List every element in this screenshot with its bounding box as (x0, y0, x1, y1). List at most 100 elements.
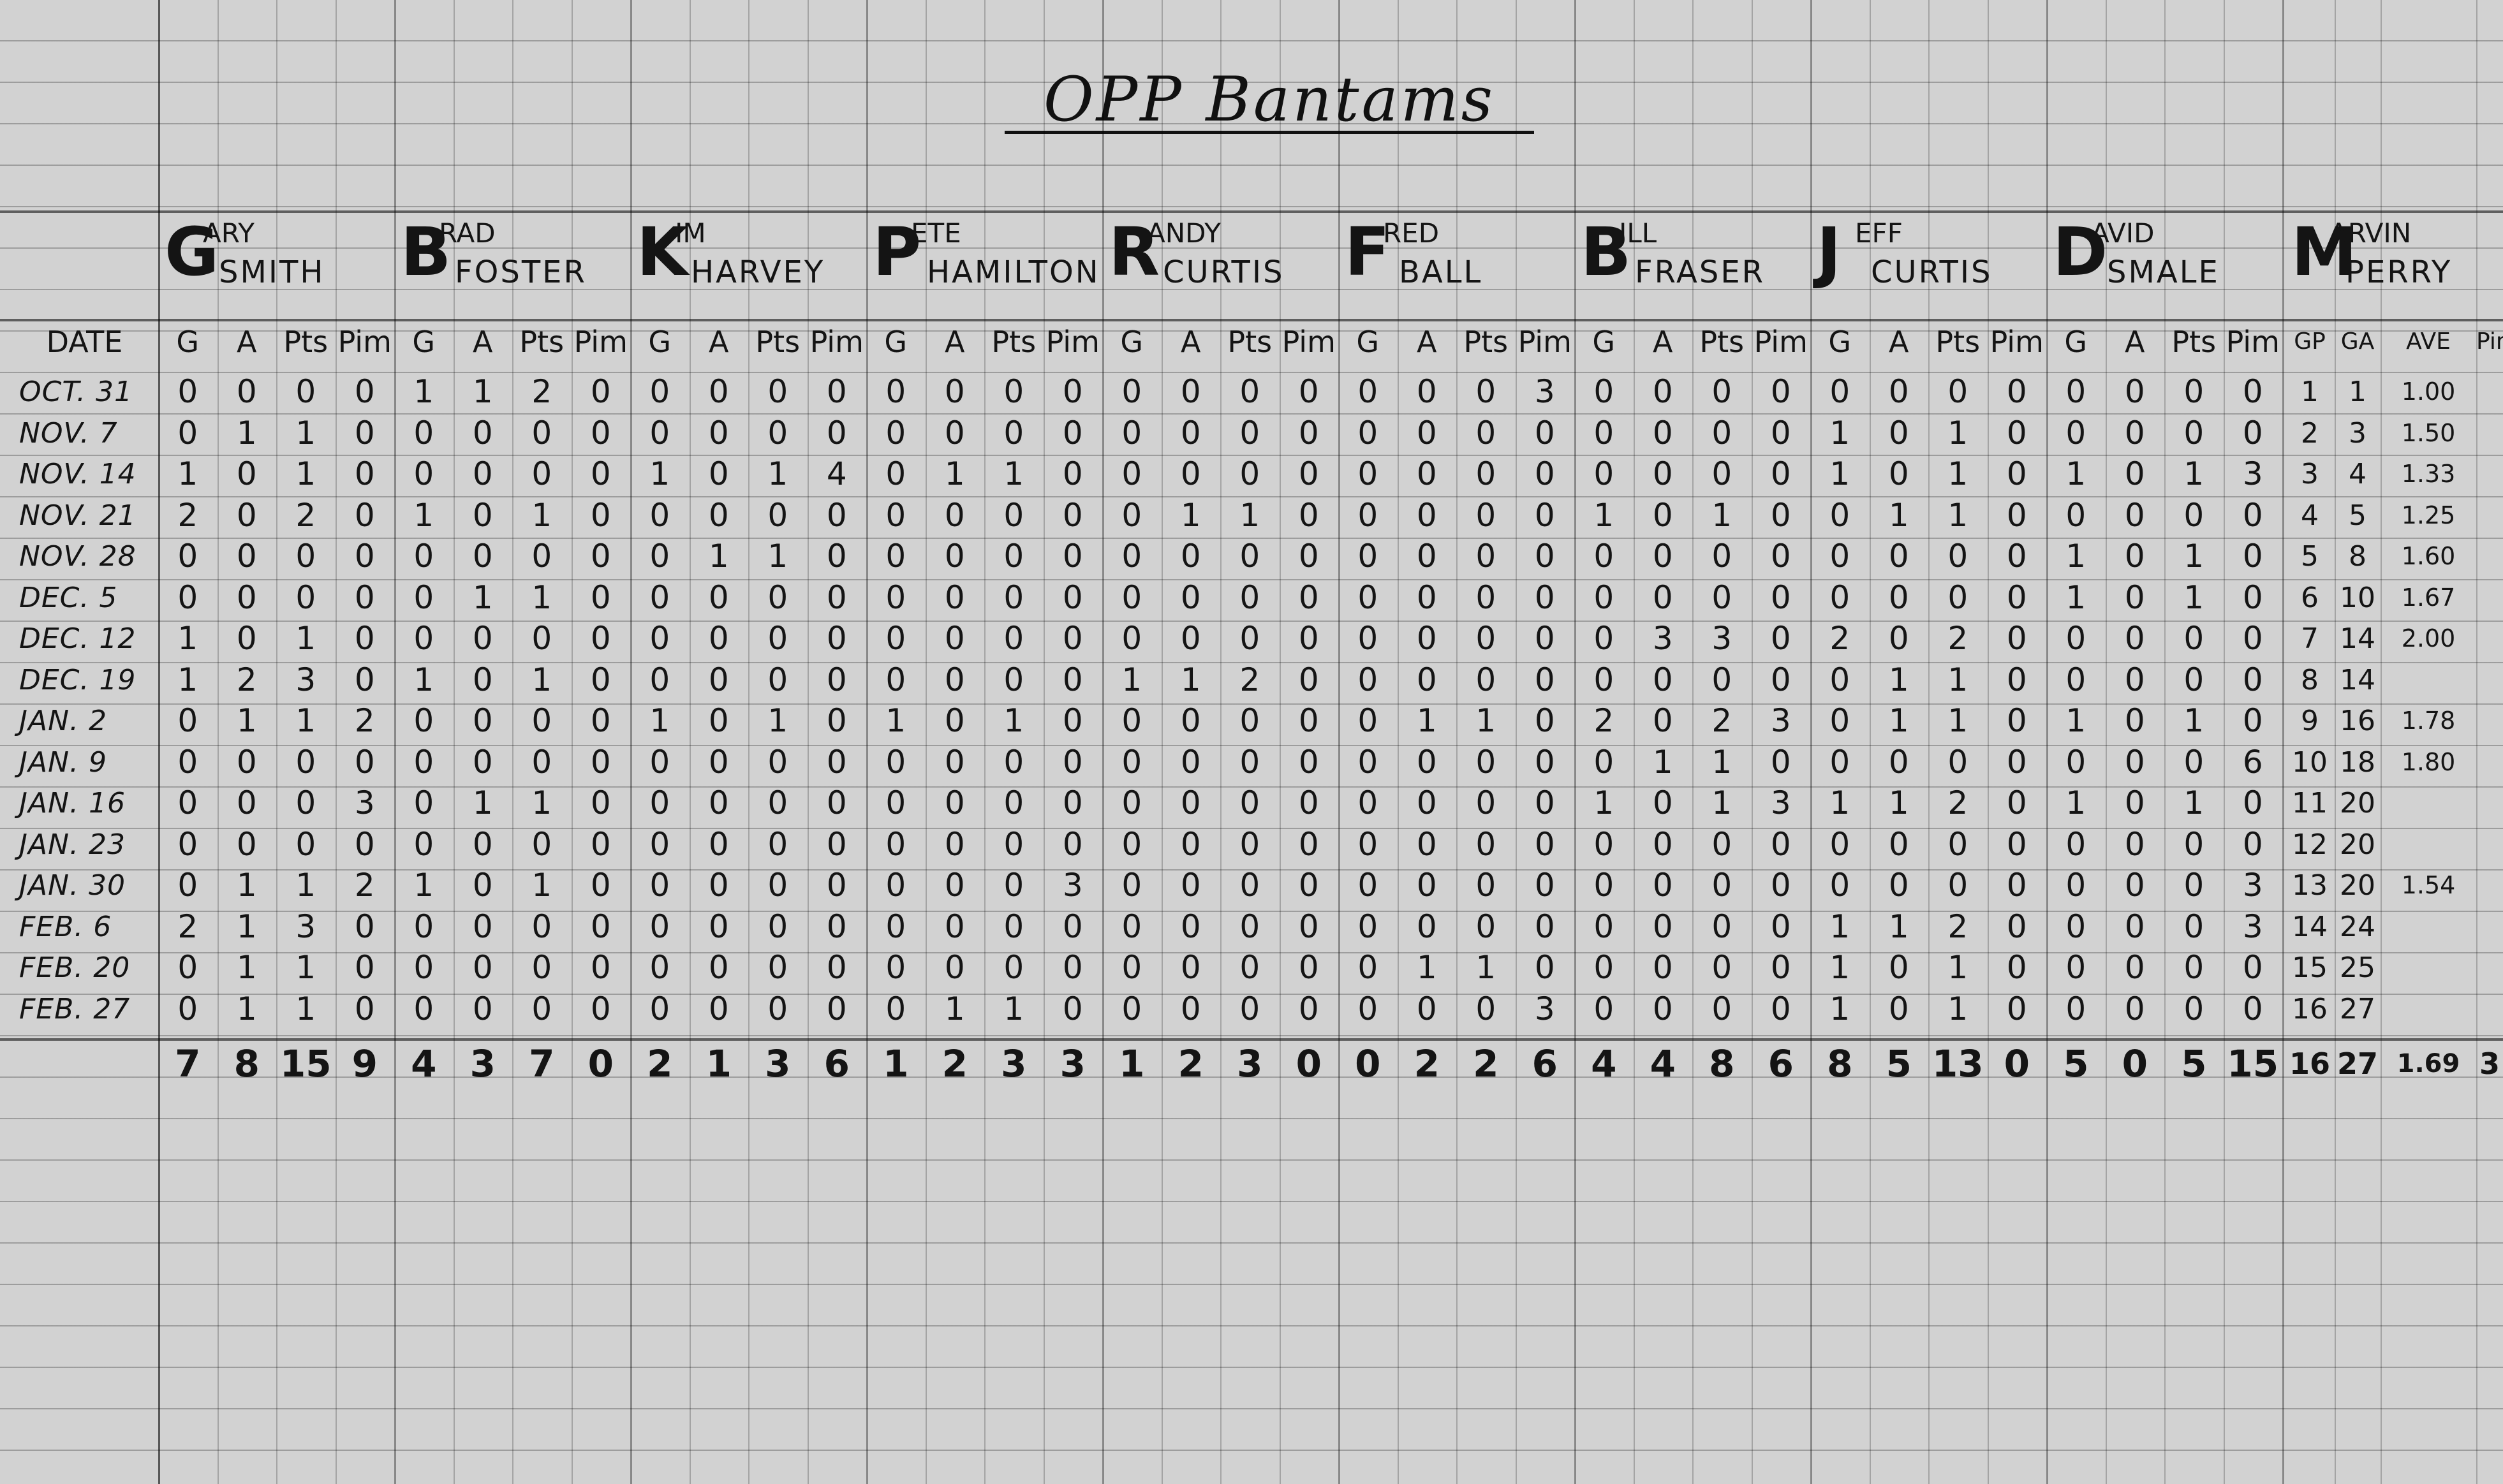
stat-cell: 0 (2124, 414, 2145, 452)
game-date: JAN. 23 (19, 828, 126, 861)
stat-cell: 1 (531, 578, 552, 616)
goalie-column-header: GP (2294, 328, 2326, 355)
stat-column-header: Pim (573, 325, 628, 359)
stat-cell: 1 (1593, 784, 1614, 821)
stat-cell: 0 (1888, 538, 1909, 575)
total-cell: 1 (883, 1042, 909, 1085)
stat-cell: 0 (354, 538, 375, 575)
stat-cell: 0 (1652, 496, 1673, 534)
stat-column-header: G (412, 325, 436, 359)
stat-cell: 0 (1062, 373, 1083, 410)
stat-cell: 0 (1121, 538, 1142, 575)
stat-cell: 0 (1829, 743, 1850, 781)
stat-cell: 0 (944, 414, 965, 452)
stat-cell: 0 (1947, 867, 1968, 904)
stat-cell: 0 (1652, 702, 1673, 739)
stat-cell: 1 (2183, 455, 2204, 492)
stat-cell: 0 (1534, 496, 1555, 534)
player-initial: B (1581, 214, 1632, 291)
stat-cell: 0 (2242, 949, 2263, 986)
ledger-rule (394, 0, 396, 1484)
ledger-rule (1338, 0, 1340, 1484)
stat-cell: 1 (177, 661, 198, 698)
game-date: FEB. 6 (19, 910, 112, 943)
stat-cell: 1 (1829, 907, 1850, 945)
stat-cell: 0 (354, 455, 375, 492)
stat-cell: 0 (413, 702, 434, 739)
stat-column-header: Pts (1935, 325, 1981, 359)
goalie-stat-cell (2476, 659, 2503, 701)
stat-cell: 0 (885, 620, 906, 657)
stat-cell: 1 (1475, 949, 1496, 986)
stat-cell: 0 (1062, 620, 1083, 657)
stat-cell: 0 (708, 867, 729, 904)
goalie-stat-cell: 25 (2340, 951, 2375, 984)
player-last-name: CURTIS (1163, 254, 1285, 290)
player-last-name: FOSTER (455, 254, 587, 290)
stat-cell: 0 (1180, 990, 1201, 1027)
stat-cell: 0 (1770, 743, 1791, 781)
stat-cell: 0 (354, 907, 375, 945)
total-cell: 3 (765, 1042, 791, 1085)
goalie-stat-cell (2476, 618, 2503, 659)
stat-cell: 0 (413, 990, 434, 1027)
goalie-column-header: AVE (2406, 328, 2451, 355)
goalie-stat-cell (2476, 577, 2503, 619)
stat-cell: 0 (177, 373, 198, 410)
stat-cell: 0 (767, 743, 788, 781)
stat-cell: 0 (1770, 867, 1791, 904)
stat-cell: 0 (413, 620, 434, 657)
total-cell: 8 (233, 1042, 260, 1085)
stat-cell: 0 (1180, 743, 1201, 781)
ledger-subrule (1751, 0, 1753, 1484)
game-date: NOV. 14 (19, 458, 137, 490)
stat-cell: 0 (590, 990, 611, 1027)
player-initial: J (1817, 214, 1842, 291)
ledger-subrule (512, 0, 513, 1484)
goalie-stat-cell: 1 (2349, 376, 2366, 408)
stat-cell: 1 (1947, 414, 1968, 452)
stat-cell: 1 (2183, 702, 2204, 739)
stat-cell: 0 (2183, 907, 2204, 945)
goalie-stat-cell (2476, 453, 2503, 495)
date-column-header: DATE (46, 325, 123, 359)
stat-cell: 0 (2124, 743, 2145, 781)
stat-cell: 0 (413, 949, 434, 986)
stat-cell: 0 (1652, 538, 1673, 575)
ledger-rule (630, 0, 632, 1484)
stat-cell: 0 (1416, 373, 1437, 410)
stat-cell: 0 (1652, 784, 1673, 821)
goalie-stat-cell: 13 (2292, 869, 2328, 902)
stat-cell: 0 (236, 578, 257, 616)
stat-cell: 1 (1888, 784, 1909, 821)
stat-cell: 0 (1652, 990, 1673, 1027)
player-initial: M (2291, 214, 2358, 291)
stat-cell: 0 (1711, 538, 1732, 575)
goalie-stat-cell: 1.67 (2401, 583, 2456, 612)
stat-cell: 0 (826, 784, 847, 821)
ledger-subrule (2381, 0, 2382, 1484)
stat-cell: 0 (590, 907, 611, 945)
ledger-subrule (453, 0, 455, 1484)
stat-cell: 0 (2183, 496, 2204, 534)
stat-cell: 0 (1711, 907, 1732, 945)
stat-cell: 0 (944, 907, 965, 945)
stat-cell: 0 (885, 661, 906, 698)
stat-cell: 0 (590, 538, 611, 575)
stat-cell: 0 (2183, 373, 2204, 410)
stat-cell: 0 (2242, 784, 2263, 821)
stat-cell: 1 (413, 867, 434, 904)
stat-cell: 1 (1947, 496, 1968, 534)
stat-cell: 0 (1652, 867, 1673, 904)
stat-cell: 1 (1239, 496, 1260, 534)
stat-cell: 0 (885, 867, 906, 904)
stat-cell: 0 (1534, 867, 1555, 904)
stat-column-header: A (237, 325, 257, 359)
stat-cell: 0 (1298, 949, 1319, 986)
stat-cell: 0 (236, 373, 257, 410)
stat-cell: 3 (1770, 784, 1791, 821)
total-cell: 2 (647, 1042, 673, 1085)
stat-cell: 0 (1711, 867, 1732, 904)
goalie-stat-cell (2476, 782, 2503, 824)
stat-cell: 0 (2065, 907, 2086, 945)
